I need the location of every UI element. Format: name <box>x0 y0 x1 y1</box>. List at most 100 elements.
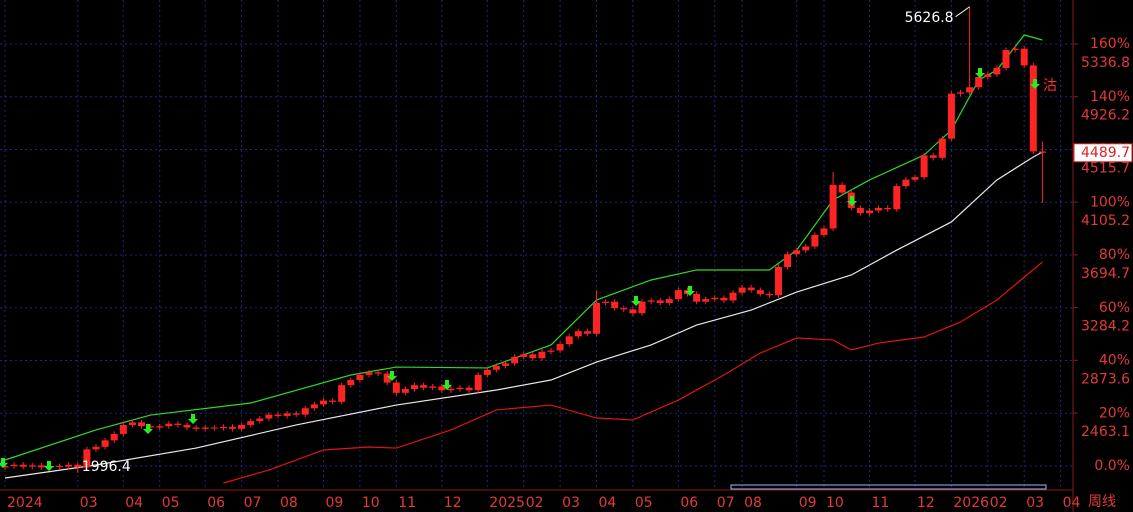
candle-body <box>502 363 509 366</box>
candle-body <box>83 449 91 468</box>
candle-body <box>1029 65 1037 152</box>
candle-body <box>1038 151 1046 153</box>
candle-body <box>647 300 655 302</box>
signal-arrow <box>847 196 857 206</box>
candle-body <box>711 297 719 300</box>
candle-body <box>356 374 364 381</box>
last-price-box <box>1073 143 1133 163</box>
candle-body <box>811 234 819 247</box>
candle-body <box>984 74 992 77</box>
signal-arrow <box>0 458 8 468</box>
y-tick-label: 4926.2 <box>1081 108 1130 124</box>
candle-body <box>993 67 1001 75</box>
candle-body <box>747 287 755 291</box>
candle-body <box>101 440 109 447</box>
line-series <box>223 261 1043 484</box>
x-tick-label: 02 <box>990 495 1008 511</box>
y2-tick-label: 60% <box>1099 300 1130 316</box>
candle-body <box>265 414 273 419</box>
candle-body <box>656 300 664 303</box>
candle-body <box>911 177 919 180</box>
signal-arrows <box>0 68 1040 471</box>
y2-tick-label: 80% <box>1099 247 1130 263</box>
y2-tick-label: 100% <box>1090 194 1130 210</box>
candle-body <box>1011 48 1019 51</box>
last-price-label: 4489.7 <box>1081 145 1130 161</box>
candle-body <box>729 292 737 301</box>
y2-tick-label: 0.0% <box>1094 458 1130 474</box>
candle-body <box>802 246 810 251</box>
candle-body <box>565 336 573 345</box>
candle-body <box>893 186 901 210</box>
candle-body <box>966 87 974 93</box>
candle-body <box>183 424 191 428</box>
line-series <box>4 151 1043 479</box>
x-tick-label: 12 <box>917 495 935 511</box>
x-tick-label: 07 <box>244 495 262 511</box>
candle-body <box>829 184 837 229</box>
candle-body <box>128 422 136 425</box>
candle-body <box>538 351 546 359</box>
candle-body <box>329 400 337 402</box>
candle-body <box>884 207 892 210</box>
x-tick-label: 04 <box>599 495 617 511</box>
signal-arrow <box>143 424 153 434</box>
candle-body <box>638 301 646 314</box>
candle-body <box>28 465 36 467</box>
candle-body <box>611 301 619 309</box>
candle-body <box>602 301 610 303</box>
candle-body <box>465 387 473 391</box>
x-tick-label: 09 <box>326 495 344 511</box>
candle-body <box>483 369 491 375</box>
candle-body <box>165 423 173 427</box>
x-tick-label: 2024 <box>7 495 43 511</box>
line-series <box>4 34 1043 461</box>
candle-body <box>593 302 600 334</box>
candle-body <box>938 138 946 158</box>
x-tick-label: 06 <box>207 495 225 511</box>
candle-body <box>192 427 200 429</box>
candle-body <box>301 408 309 415</box>
candle-body <box>820 228 828 235</box>
candle-body <box>292 413 300 415</box>
candle-body <box>511 356 519 364</box>
x-tick-label: 08 <box>744 495 762 511</box>
candle-body <box>620 308 628 310</box>
candle-body <box>1 466 9 468</box>
scrollbar[interactable] <box>730 484 1047 490</box>
x-tick-label: 11 <box>398 495 416 511</box>
candle-body <box>775 267 782 296</box>
candle-body <box>920 155 928 178</box>
candle-body <box>947 93 955 139</box>
signal-arrow <box>975 68 985 78</box>
candle-body <box>229 426 236 429</box>
y-tick-label: 3284.2 <box>1081 319 1130 335</box>
candle-body <box>92 446 100 450</box>
candle-body <box>957 92 964 94</box>
candle-body <box>238 424 246 429</box>
candle-body <box>583 331 591 334</box>
candle-body <box>347 380 355 386</box>
y2-tick-label: 20% <box>1099 405 1130 421</box>
period-label: 周线 <box>1088 494 1116 510</box>
signal-arrow <box>685 286 695 296</box>
candle-body <box>156 426 164 428</box>
candle-body <box>447 388 455 391</box>
y-tick-label: 4515.7 <box>1081 160 1130 176</box>
candle-body <box>456 387 464 389</box>
candle-body <box>219 426 227 429</box>
x-tick-label: 02 <box>526 495 544 511</box>
x-tick-label: 03 <box>1026 495 1044 511</box>
candle-body <box>411 385 418 389</box>
signal-label: 沽 <box>1043 78 1057 94</box>
candle-body <box>338 385 346 402</box>
x-tick-label: 11 <box>872 495 890 511</box>
signal-arrow <box>631 296 641 306</box>
candle-body <box>784 254 792 268</box>
candle-body <box>365 372 373 375</box>
y2-tick-label: 40% <box>1099 353 1130 369</box>
candle-body <box>674 290 682 300</box>
candle-body <box>738 287 746 293</box>
x-tick-label: 06 <box>680 495 698 511</box>
candle-body <box>720 297 728 301</box>
